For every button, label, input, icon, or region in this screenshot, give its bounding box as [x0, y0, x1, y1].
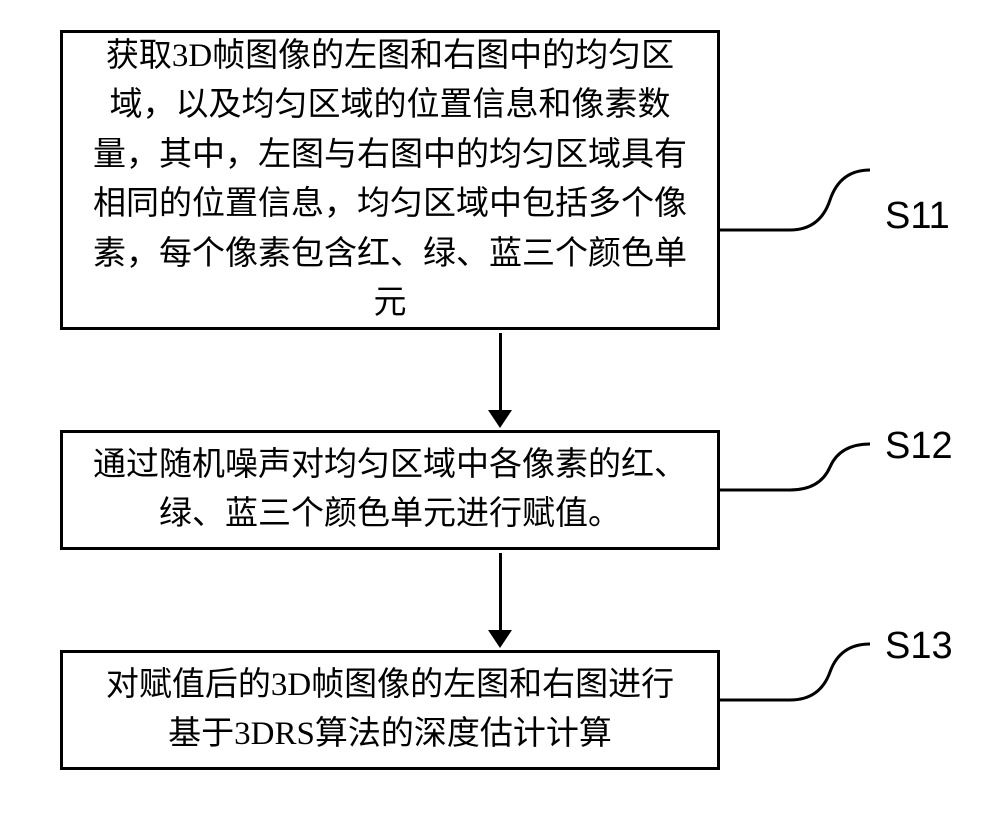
flow-node-3: 对赋值后的3D帧图像的左图和右图进行基于3DRS算法的深度估计计算 [60, 650, 720, 770]
connector-s12 [720, 440, 880, 510]
flow-node-1-text: 获取3D帧图像的左图和右图中的均匀区域，以及均匀区域的位置信息和像素数量，其中，… [91, 32, 689, 329]
arrow-2 [170, 550, 830, 650]
arrow-2-line [499, 553, 502, 631]
flow-node-3-text: 对赋值后的3D帧图像的左图和右图进行基于3DRS算法的深度估计计算 [91, 661, 689, 760]
arrow-2-head [488, 630, 512, 648]
flow-node-2-text: 通过随机噪声对均匀区域中各像素的红、绿、蓝三个颜色单元进行赋值。 [91, 441, 689, 540]
flow-node-1: 获取3D帧图像的左图和右图中的均匀区域，以及均匀区域的位置信息和像素数量，其中，… [60, 30, 720, 330]
connector-s11 [720, 165, 880, 255]
arrow-1-line [499, 333, 502, 411]
label-s13: S13 [885, 625, 953, 668]
arrow-1-head [488, 410, 512, 428]
flow-node-2: 通过随机噪声对均匀区域中各像素的红、绿、蓝三个颜色单元进行赋值。 [60, 430, 720, 550]
connector-s13 [720, 640, 880, 720]
label-s11: S11 [885, 195, 950, 238]
label-s12: S12 [885, 425, 953, 468]
arrow-1 [170, 330, 830, 430]
